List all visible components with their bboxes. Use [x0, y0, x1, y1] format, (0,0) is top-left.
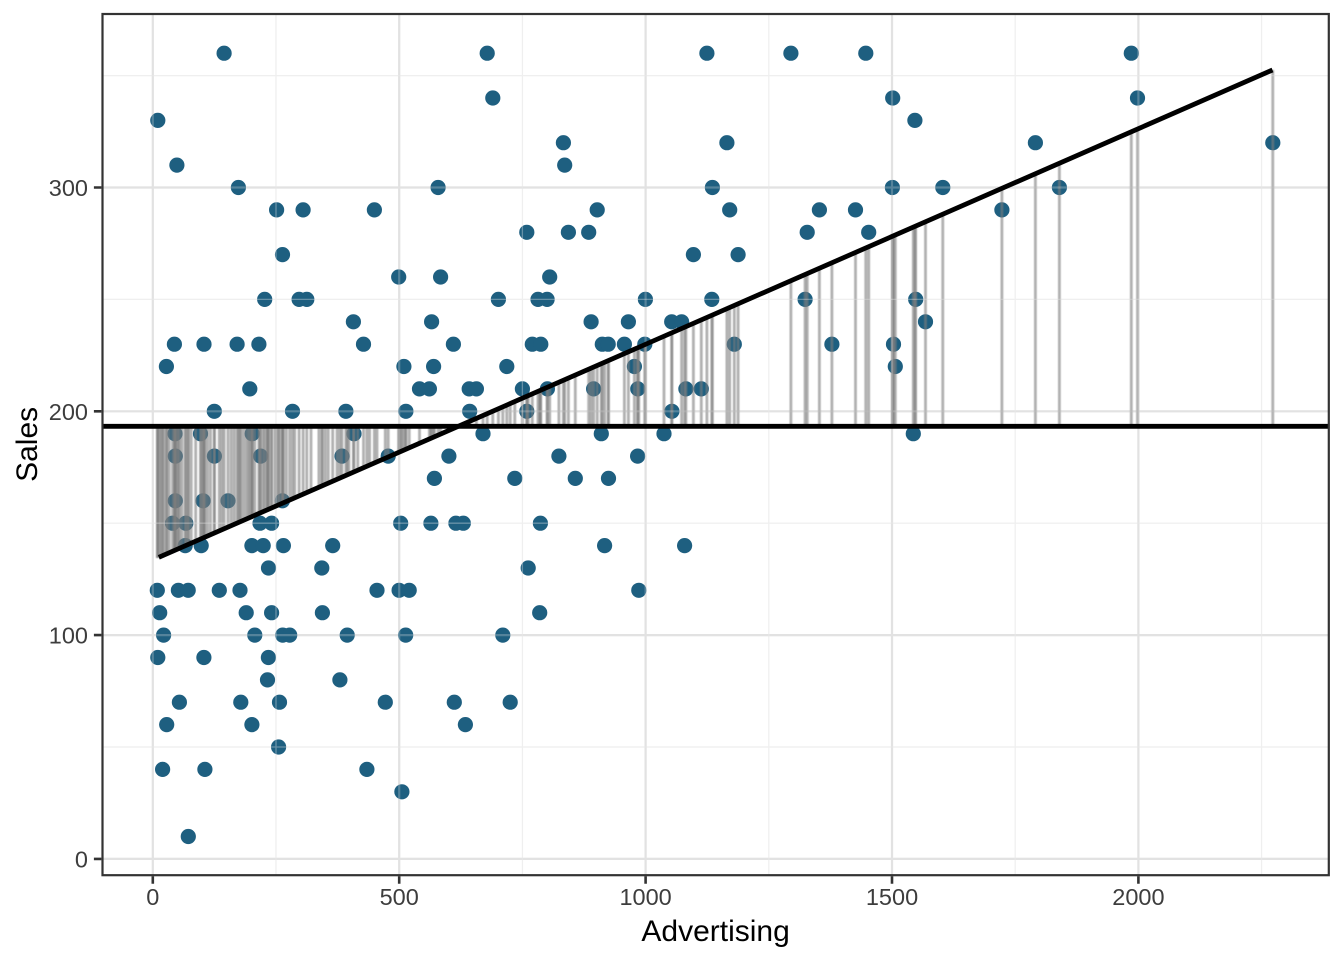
svg-text:1000: 1000	[619, 884, 671, 910]
svg-text:2000: 2000	[1112, 884, 1164, 910]
svg-text:Advertising: Advertising	[641, 915, 789, 948]
svg-text:Sales: Sales	[11, 407, 44, 482]
svg-text:500: 500	[380, 884, 419, 910]
svg-text:0: 0	[75, 847, 88, 873]
svg-text:100: 100	[49, 623, 88, 649]
svg-text:1500: 1500	[866, 884, 918, 910]
svg-text:300: 300	[49, 175, 88, 201]
svg-text:0: 0	[146, 884, 159, 910]
svg-text:200: 200	[49, 399, 88, 425]
